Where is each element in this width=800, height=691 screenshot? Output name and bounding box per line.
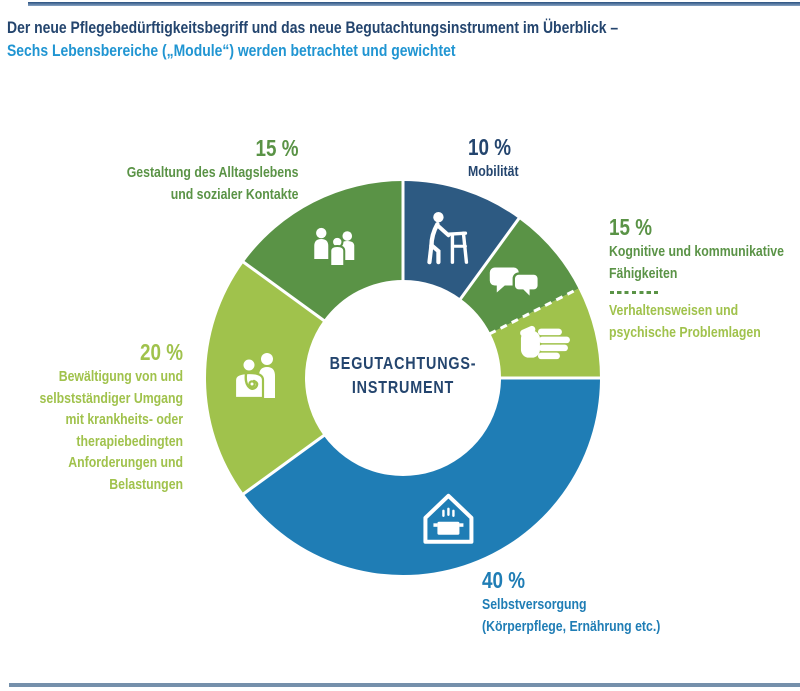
label-bewaeltigung: 20 % Bewältigung von und selbstständiger…: [39, 340, 183, 495]
segment-divider-solid: [458, 216, 521, 301]
label-verhalten-line1: Verhaltensweisen und: [609, 302, 739, 319]
segment-divider-solid: [241, 433, 326, 496]
page-title-line2: Sechs Lebensbereiche („Module“) werden b…: [7, 41, 456, 60]
segment-dividers: [241, 180, 601, 496]
label-bewaeltigung-line4: therapiebedingten: [76, 432, 183, 450]
top-rule: [28, 2, 800, 6]
center-label-line1: BEGUTACHTUNGS-: [329, 353, 477, 373]
segment-divider-solid: [241, 260, 326, 323]
label-bewaeltigung-line6: Belastungen: [109, 475, 183, 493]
label-kognitiv-line2: Fähigkeiten: [609, 264, 678, 282]
label-gestaltung-line1: Gestaltung des Alltagslebens: [126, 164, 298, 181]
segment-selbstversorgung: [243, 378, 600, 576]
label-selbstversorgung-line2: (Körperpflege, Ernährung etc.): [482, 617, 661, 635]
label-bewaeltigung-line1: Bewältigung von und: [58, 368, 183, 385]
label-selbstversorgung: 40 % Selbstversorgung (Körperpflege, Ern…: [482, 568, 660, 637]
label-mobilitaet: 10 % Mobilität: [468, 135, 519, 183]
label-selbstversorgung-line1: Selbstversorgung: [482, 596, 587, 613]
label-bewaeltigung-pct: 20 %: [140, 339, 183, 365]
label-verhalten-line2: psychische Problemlagen: [609, 323, 761, 341]
label-bewaeltigung-line3: mit krankheits- oder: [65, 411, 183, 428]
label-gestaltung-line2: und sozialer Kontakte: [170, 185, 298, 203]
label-kognitiv-pct: 15 %: [609, 214, 652, 240]
label-mobilitaet-pct: 10 %: [468, 134, 511, 160]
label-gestaltung-pct: 15 %: [255, 135, 298, 161]
page-title: Der neue Pflegebedürftigkeitsbegriff und…: [7, 16, 752, 62]
label-mobilitaet-line: Mobilität: [468, 163, 519, 180]
label-kognitiv-verhalten: 15 % Kognitive und kommunikative Fähigke…: [609, 215, 784, 343]
page-title-line1: Der neue Pflegebedürftigkeitsbegriff und…: [7, 18, 619, 37]
bottom-rule: [9, 683, 800, 687]
label-gestaltung: 15 % Gestaltung des Alltagslebens und so…: [126, 136, 298, 205]
center-label-line2: INSTRUMENT: [351, 376, 455, 397]
label-kognitiv-line1: Kognitive und kommunikative: [609, 243, 784, 260]
label-bewaeltigung-line5: Anforderungen und: [68, 454, 183, 471]
label-bewaeltigung-line2: selbstständiger Umgang: [39, 389, 183, 407]
dashed-divider: [609, 291, 660, 294]
label-selbstversorgung-pct: 40 %: [482, 567, 525, 593]
donut-center-label: BEGUTACHTUNGS- INSTRUMENT: [305, 352, 502, 399]
segment-divider-dashed: [488, 286, 581, 336]
segment-mobilitaet: [403, 181, 519, 299]
